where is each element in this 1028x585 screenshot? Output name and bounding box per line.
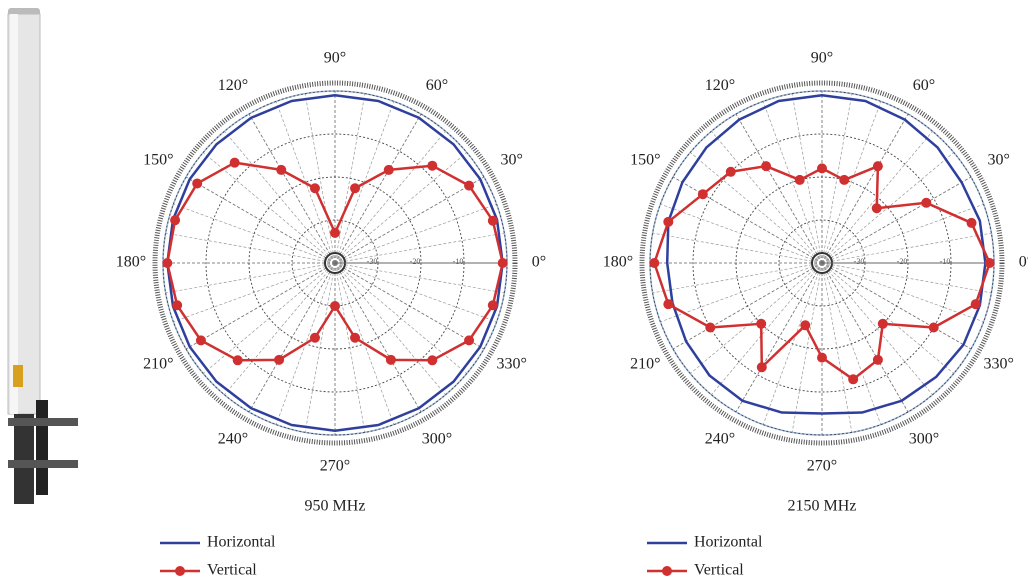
legend-label: Horizontal: [694, 534, 763, 551]
angle-tick-label: 150°: [143, 152, 173, 169]
series-marker: [350, 183, 360, 193]
legend-label: Vertical: [694, 562, 744, 579]
series-marker: [872, 203, 882, 213]
series-marker: [427, 355, 437, 365]
legend-label: Horizontal: [207, 534, 276, 551]
angle-tick-label: 270°: [320, 458, 350, 475]
series-marker: [350, 333, 360, 343]
angle-tick-label: 300°: [422, 430, 452, 447]
series-marker: [663, 299, 673, 309]
series-marker: [929, 323, 939, 333]
series-marker: [488, 216, 498, 226]
series-marker: [971, 299, 981, 309]
series-marker: [698, 189, 708, 199]
angle-tick-label: 90°: [324, 50, 346, 67]
series-marker: [170, 215, 180, 225]
series-marker: [921, 198, 931, 208]
series-marker: [761, 161, 771, 171]
series-marker: [985, 258, 995, 268]
angle-tick-label: 120°: [705, 77, 735, 94]
series-marker: [663, 217, 673, 227]
series-marker: [817, 353, 827, 363]
legend-marker: [175, 566, 185, 576]
angle-tick-label: 0°: [1019, 254, 1028, 271]
antenna-photo: [8, 8, 78, 504]
polar-chart: 0° 30° 60° 90° 120° 150° 180° 210° 240° 270° 300° 3…: [603, 50, 1028, 579]
legend-marker: [662, 566, 672, 576]
series-marker: [276, 165, 286, 175]
angle-tick-label: 210°: [630, 356, 660, 373]
series-marker: [192, 178, 202, 188]
radial-tick-label: -30: [367, 257, 378, 266]
angle-tick-label: 270°: [807, 458, 837, 475]
angle-tick-label: 30°: [987, 152, 1009, 169]
series-marker: [649, 258, 659, 268]
series-marker: [384, 165, 394, 175]
series-marker: [427, 161, 437, 171]
angle-tick-label: 300°: [909, 430, 939, 447]
legend-label: Vertical: [207, 562, 257, 579]
figure: 0° 30° 60° 90° 120° 150° 180° 210° 240° 270° 300° 3…: [0, 0, 1028, 585]
series-marker: [464, 335, 474, 345]
series-marker: [839, 175, 849, 185]
series-marker: [705, 323, 715, 333]
radial-tick-label: -10: [940, 257, 951, 266]
series-marker: [488, 300, 498, 310]
angle-tick-label: 120°: [218, 77, 248, 94]
series-marker: [464, 181, 474, 191]
polar-chart: 0° 30° 60° 90° 120° 150° 180° 210° 240° 270° 300° 3…: [116, 50, 546, 579]
radial-tick-label: -30: [854, 257, 865, 266]
radial-tick-label: -20: [897, 257, 908, 266]
series-marker: [233, 355, 243, 365]
series-marker: [386, 355, 396, 365]
angle-tick-label: 330°: [983, 356, 1013, 373]
series-marker: [795, 175, 805, 185]
series-marker: [230, 158, 240, 168]
angle-tick-label: 0°: [532, 254, 546, 271]
radial-tick-label: -20: [410, 257, 421, 266]
angle-tick-label: 30°: [500, 152, 522, 169]
series-marker: [848, 374, 858, 384]
series-marker: [756, 319, 766, 329]
radial-tick-label: -10: [453, 257, 464, 266]
series-marker: [878, 319, 888, 329]
series-marker: [757, 362, 767, 372]
angle-tick-label: 180°: [603, 254, 633, 271]
angle-tick-label: 210°: [143, 356, 173, 373]
angle-tick-label: 330°: [496, 356, 526, 373]
series-marker: [498, 258, 508, 268]
series-marker: [172, 300, 182, 310]
angle-tick-label: 240°: [218, 430, 248, 447]
series-marker: [967, 218, 977, 228]
series-marker: [310, 333, 320, 343]
series-marker: [873, 355, 883, 365]
angle-tick-label: 60°: [426, 77, 448, 94]
series-marker: [162, 258, 172, 268]
series-marker: [196, 335, 206, 345]
series-marker: [726, 167, 736, 177]
angle-tick-label: 90°: [811, 50, 833, 67]
angle-tick-label: 150°: [630, 152, 660, 169]
angle-tick-label: 180°: [116, 254, 146, 271]
chart-caption: 2150 MHz: [788, 498, 857, 515]
angle-tick-label: 240°: [705, 430, 735, 447]
series-marker: [310, 183, 320, 193]
chart-caption: 950 MHz: [305, 498, 366, 515]
series-marker: [873, 161, 883, 171]
series-marker: [330, 228, 340, 238]
series-marker: [817, 163, 827, 173]
series-marker: [800, 320, 810, 330]
series-marker: [330, 301, 340, 311]
angle-tick-label: 60°: [913, 77, 935, 94]
series-marker: [274, 355, 284, 365]
